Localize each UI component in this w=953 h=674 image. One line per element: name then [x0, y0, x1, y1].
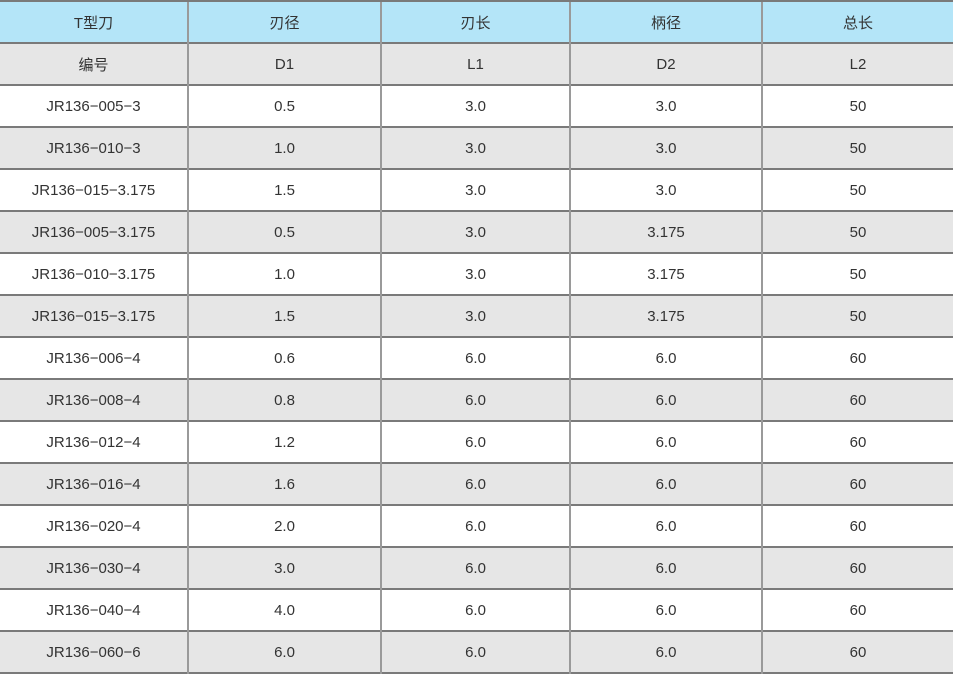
table-row: JR136−015−3.175 1.5 3.0 3.0 50 — [0, 168, 953, 211]
cell-l1-value: 3.0 — [380, 84, 570, 127]
cell-l2-value: 50 — [761, 294, 953, 337]
cell-part-number: JR136−020−4 — [0, 504, 188, 547]
cell-d1-value: 0.6 — [187, 336, 381, 379]
cell-d2-value: 6.0 — [569, 630, 762, 673]
header-row-categories: T型刀 刃径 刃长 柄径 总长 — [0, 0, 953, 43]
cell-d2-value: 3.0 — [569, 126, 762, 169]
cell-part-number: JR136−040−4 — [0, 588, 188, 631]
table-row: JR136−020−4 2.0 6.0 6.0 60 — [0, 504, 953, 547]
cell-d1-value: 6.0 — [187, 630, 381, 673]
cell-d2-value: 3.175 — [569, 252, 762, 295]
header-cell-tool-type: T型刀 — [0, 0, 188, 43]
cell-l2-value: 60 — [761, 336, 953, 379]
cell-l1-value: 6.0 — [380, 504, 570, 547]
table-row: JR136−010−3 1.0 3.0 3.0 50 — [0, 126, 953, 169]
subheader-cell-l1: L1 — [380, 42, 570, 85]
cell-part-number: JR136−006−4 — [0, 336, 188, 379]
cell-part-number: JR136−015−3.175 — [0, 168, 188, 211]
table-row: JR136−030−4 3.0 6.0 6.0 60 — [0, 546, 953, 589]
cell-l2-value: 60 — [761, 378, 953, 421]
table-body: JR136−005−3 0.5 3.0 3.0 50 JR136−010−3 1.0 3.0 3… — [0, 84, 953, 673]
cell-d2-value: 6.0 — [569, 378, 762, 421]
cell-d1-value: 0.5 — [187, 84, 381, 127]
table-row: JR136−012−4 1.2 6.0 6.0 60 — [0, 420, 953, 463]
header-cell-shank-diameter: 柄径 — [569, 0, 762, 43]
table-row: JR136−040−4 4.0 6.0 6.0 60 — [0, 588, 953, 631]
cell-l2-value: 60 — [761, 630, 953, 673]
header-row-symbols: 编号 D1 L1 D2 L2 — [0, 42, 953, 85]
cell-l1-value: 6.0 — [380, 420, 570, 463]
cell-l1-value: 3.0 — [380, 168, 570, 211]
header-cell-blade-diameter: 刃径 — [187, 0, 381, 43]
cell-l2-value: 50 — [761, 252, 953, 295]
cell-part-number: JR136−030−4 — [0, 546, 188, 589]
cell-d1-value: 2.0 — [187, 504, 381, 547]
cell-l2-value: 60 — [761, 420, 953, 463]
table-row: JR136−008−4 0.8 6.0 6.0 60 — [0, 378, 953, 421]
cell-l1-value: 6.0 — [380, 462, 570, 505]
subheader-cell-l2: L2 — [761, 42, 953, 85]
cell-d1-value: 3.0 — [187, 546, 381, 589]
header-cell-total-length: 总长 — [761, 0, 953, 43]
cell-d2-value: 3.175 — [569, 210, 762, 253]
subheader-cell-part-number: 编号 — [0, 42, 188, 85]
cell-d1-value: 0.8 — [187, 378, 381, 421]
cell-l2-value: 60 — [761, 546, 953, 589]
cell-d2-value: 6.0 — [569, 504, 762, 547]
cell-d2-value: 3.0 — [569, 84, 762, 127]
cell-l2-value: 50 — [761, 168, 953, 211]
cell-l1-value: 3.0 — [380, 252, 570, 295]
cell-l1-value: 6.0 — [380, 336, 570, 379]
cell-d1-value: 1.0 — [187, 252, 381, 295]
cell-l1-value: 6.0 — [380, 378, 570, 421]
cell-d2-value: 3.0 — [569, 168, 762, 211]
subheader-cell-d1: D1 — [187, 42, 381, 85]
cell-d2-value: 6.0 — [569, 588, 762, 631]
subheader-cell-d2: D2 — [569, 42, 762, 85]
table-row: JR136−006−4 0.6 6.0 6.0 60 — [0, 336, 953, 379]
cell-l1-value: 6.0 — [380, 630, 570, 673]
cell-l2-value: 60 — [761, 462, 953, 505]
cell-d1-value: 1.2 — [187, 420, 381, 463]
cell-l1-value: 3.0 — [380, 294, 570, 337]
cell-d1-value: 4.0 — [187, 588, 381, 631]
cell-d1-value: 1.0 — [187, 126, 381, 169]
cell-part-number: JR136−010−3 — [0, 126, 188, 169]
cell-l2-value: 50 — [761, 210, 953, 253]
cell-d2-value: 6.0 — [569, 462, 762, 505]
cell-d2-value: 6.0 — [569, 546, 762, 589]
cell-d1-value: 1.6 — [187, 462, 381, 505]
table-row: JR136−015−3.175 1.5 3.0 3.175 50 — [0, 294, 953, 337]
cell-part-number: JR136−016−4 — [0, 462, 188, 505]
table-row: JR136−016−4 1.6 6.0 6.0 60 — [0, 462, 953, 505]
cell-part-number: JR136−010−3.175 — [0, 252, 188, 295]
cell-l1-value: 3.0 — [380, 126, 570, 169]
cell-d1-value: 1.5 — [187, 168, 381, 211]
cell-l2-value: 60 — [761, 504, 953, 547]
cell-part-number: JR136−005−3 — [0, 84, 188, 127]
cell-l1-value: 3.0 — [380, 210, 570, 253]
cell-l2-value: 50 — [761, 126, 953, 169]
cell-d2-value: 6.0 — [569, 336, 762, 379]
cell-d2-value: 6.0 — [569, 420, 762, 463]
cell-d1-value: 0.5 — [187, 210, 381, 253]
cell-l1-value: 6.0 — [380, 546, 570, 589]
table-row: JR136−010−3.175 1.0 3.0 3.175 50 — [0, 252, 953, 295]
cell-d2-value: 3.175 — [569, 294, 762, 337]
cell-d1-value: 1.5 — [187, 294, 381, 337]
cell-part-number: JR136−015−3.175 — [0, 294, 188, 337]
cell-part-number: JR136−060−6 — [0, 630, 188, 673]
header-cell-blade-length: 刃长 — [380, 0, 570, 43]
cell-l1-value: 6.0 — [380, 588, 570, 631]
table-row: JR136−005−3.175 0.5 3.0 3.175 50 — [0, 210, 953, 253]
cell-l2-value: 60 — [761, 588, 953, 631]
cell-part-number: JR136−008−4 — [0, 378, 188, 421]
table-row: JR136−005−3 0.5 3.0 3.0 50 — [0, 84, 953, 127]
cell-part-number: JR136−012−4 — [0, 420, 188, 463]
cell-part-number: JR136−005−3.175 — [0, 210, 188, 253]
table-row: JR136−060−6 6.0 6.0 6.0 60 — [0, 630, 953, 673]
cell-l2-value: 50 — [761, 84, 953, 127]
